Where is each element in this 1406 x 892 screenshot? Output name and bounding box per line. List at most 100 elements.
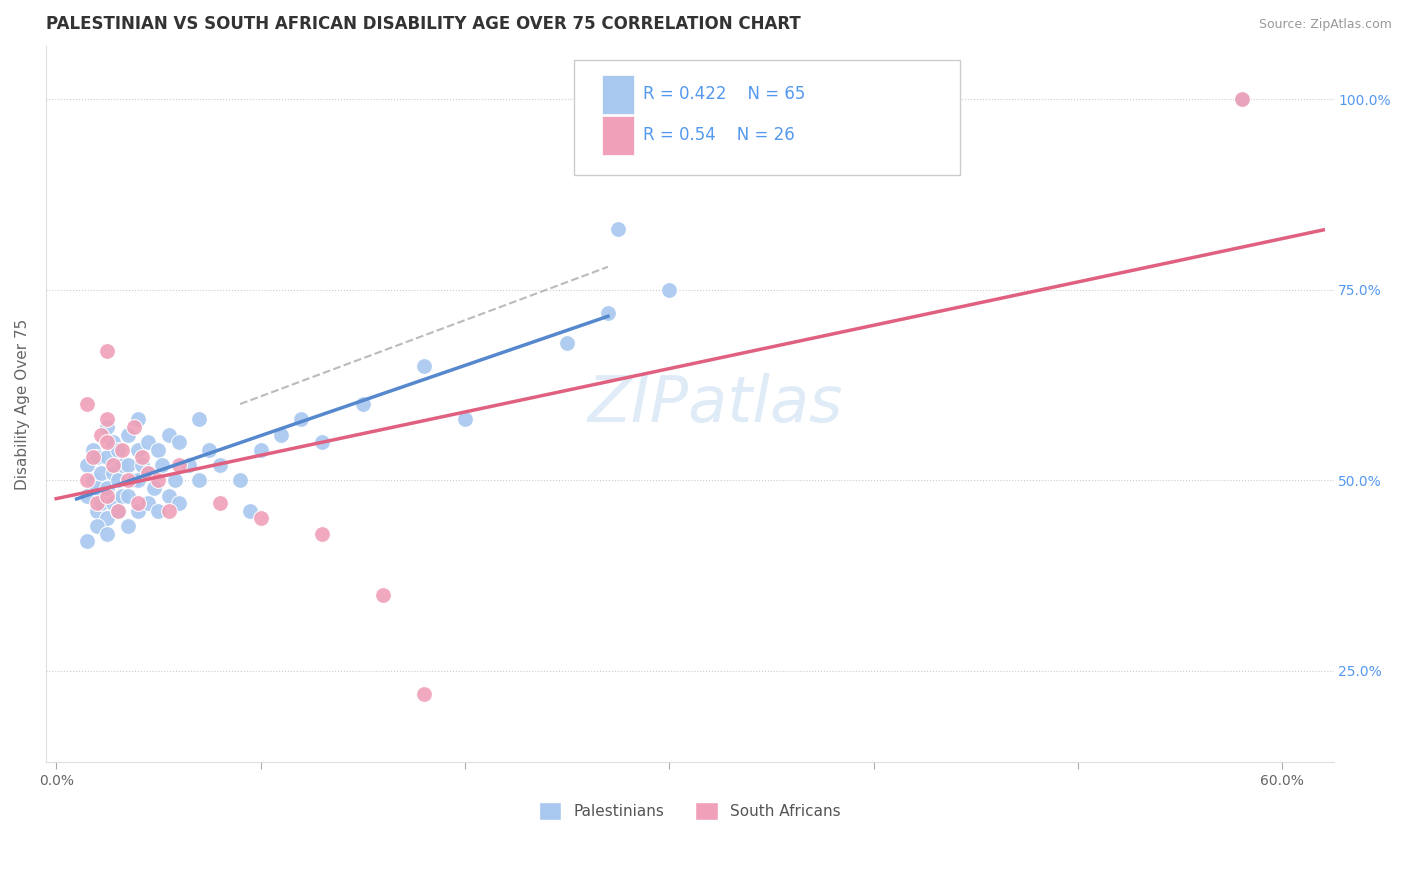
Point (167, 435, 190, 450)
Point (136, 435, 159, 450)
FancyBboxPatch shape (574, 60, 960, 175)
Point (127, 496, 149, 510)
Point (110, 489, 132, 503)
Point (90, 427, 112, 442)
Point (555, 336, 578, 351)
Point (157, 489, 180, 503)
Point (110, 442, 132, 457)
Point (188, 412, 211, 426)
Point (127, 473, 149, 487)
Point (1230, 92, 1253, 106)
Point (157, 504, 180, 518)
Point (103, 466, 125, 480)
Text: ZIPatlas: ZIPatlas (588, 373, 844, 435)
Point (82, 450, 104, 465)
Point (290, 412, 312, 426)
Point (82, 473, 104, 487)
Point (373, 588, 395, 602)
Point (167, 496, 190, 510)
Point (103, 458, 125, 472)
Y-axis label: Disability Age Over 75: Disability Age Over 75 (15, 318, 30, 490)
Point (239, 504, 262, 518)
Point (90, 466, 112, 480)
Point (148, 442, 170, 457)
Point (249, 511, 271, 525)
Point (86, 450, 108, 465)
Point (311, 526, 333, 541)
Legend: Palestinians, South Africans: Palestinians, South Africans (533, 796, 846, 827)
Point (136, 466, 159, 480)
Point (96, 511, 118, 525)
Point (148, 504, 170, 518)
Point (596, 305, 619, 319)
Point (117, 458, 139, 472)
Point (167, 458, 190, 472)
Point (96, 489, 118, 503)
FancyBboxPatch shape (602, 116, 634, 155)
Point (76, 489, 98, 503)
Point (76, 534, 98, 549)
Point (607, 221, 630, 235)
Point (143, 481, 166, 495)
Point (136, 466, 159, 480)
Point (96, 412, 118, 426)
Point (96, 343, 118, 358)
Point (177, 458, 200, 472)
Point (131, 450, 153, 465)
Point (131, 458, 153, 472)
Text: PALESTINIAN VS SOUTH AFRICAN DISABILITY AGE OVER 75 CORRELATION CHART: PALESTINIAN VS SOUTH AFRICAN DISABILITY … (46, 15, 801, 33)
Point (229, 473, 252, 487)
Point (270, 427, 292, 442)
Point (117, 427, 139, 442)
Point (188, 473, 211, 487)
Point (127, 504, 149, 518)
Point (208, 496, 231, 510)
Point (208, 458, 231, 472)
Point (122, 473, 145, 487)
Text: Source: ZipAtlas.com: Source: ZipAtlas.com (1258, 18, 1392, 31)
Point (413, 359, 436, 373)
Point (86, 519, 108, 533)
Point (127, 442, 149, 457)
Point (152, 458, 174, 472)
Point (107, 473, 129, 487)
Point (122, 420, 145, 434)
Point (96, 526, 118, 541)
Point (148, 473, 170, 487)
Point (86, 496, 108, 510)
Point (96, 450, 118, 465)
Point (86, 481, 108, 495)
Point (103, 496, 125, 510)
Point (658, 283, 681, 297)
Point (96, 481, 118, 495)
Point (352, 397, 374, 411)
Point (96, 420, 118, 434)
Point (311, 435, 333, 450)
Point (413, 687, 436, 701)
Point (127, 412, 149, 426)
Point (82, 442, 104, 457)
Point (107, 442, 129, 457)
Point (110, 458, 132, 472)
Point (76, 473, 98, 487)
Point (76, 397, 98, 411)
Point (76, 458, 98, 472)
Text: R = 0.54    N = 26: R = 0.54 N = 26 (644, 127, 796, 145)
Point (198, 442, 221, 457)
Point (96, 435, 118, 450)
Point (90, 496, 112, 510)
Point (107, 504, 129, 518)
Point (107, 504, 129, 518)
Text: R = 0.422    N = 65: R = 0.422 N = 65 (644, 86, 806, 103)
Point (103, 435, 125, 450)
Point (117, 473, 139, 487)
Point (163, 473, 186, 487)
Point (157, 427, 180, 442)
Point (454, 412, 477, 426)
Point (86, 504, 108, 518)
Point (1230, 92, 1253, 106)
Point (136, 496, 159, 510)
FancyBboxPatch shape (602, 75, 634, 114)
Point (117, 489, 139, 503)
Point (117, 519, 139, 533)
